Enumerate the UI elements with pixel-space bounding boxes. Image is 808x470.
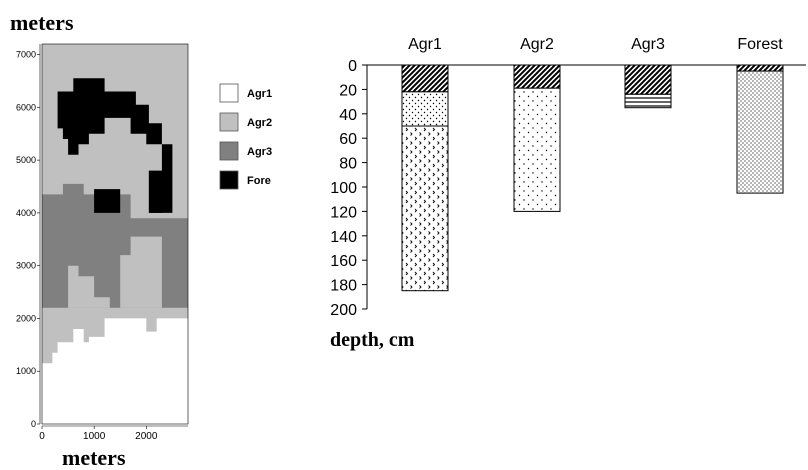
map-y-tick-label: 2000	[16, 313, 36, 323]
soil-layer-agr1-diagonal-hatch	[401, 64, 449, 93]
soil-layer-agr1-fine-dots	[401, 91, 449, 127]
category-label-agr1: Agr1	[408, 36, 442, 53]
map-region-fore-4	[148, 170, 162, 213]
map-frame	[41, 43, 189, 425]
legend-label-agr1: Agr1	[247, 88, 272, 100]
category-label-agr3: Agr3	[631, 36, 665, 53]
legend-swatch-fore	[219, 170, 239, 190]
map-region-fore-3	[94, 189, 121, 213]
map-region-agr2-6	[68, 265, 110, 308]
map-region-fore-2	[57, 78, 173, 213]
map-y-tick-label: 0	[31, 419, 36, 429]
depth-tick-label: 80	[339, 156, 357, 173]
map-x-tick-label: 1000	[83, 431, 106, 442]
category-label-forest: Forest	[737, 36, 783, 53]
map-region-agr2-5	[42, 307, 188, 364]
legend-swatch-agr1	[219, 83, 239, 103]
soil-layer-agr1-chevron-dots	[401, 125, 449, 292]
depth-tick-label: 60	[339, 131, 357, 148]
map-legend: Agr1 Agr2 Agr3 Fore	[219, 83, 272, 190]
depth-tick-label: 20	[339, 82, 357, 99]
legend-label-fore: Fore	[247, 175, 271, 187]
map-x-tick-label: 2000	[135, 431, 158, 442]
depth-chart: 0 20 40 60 80 100 120 140 160 180 200 Agr1 Agr2 Agr3 F…	[330, 36, 806, 319]
category-label-agr2: Agr2	[520, 36, 554, 53]
map-y-tick-label: 3000	[16, 261, 36, 271]
depth-tick-label: 140	[330, 229, 357, 246]
map-y-tick-label: 4000	[16, 208, 36, 218]
map-y-tick-label: 5000	[16, 155, 36, 165]
depth-tick-label: 100	[330, 180, 357, 197]
map-y-tick-label: 6000	[16, 102, 36, 112]
depth-tick-label: 120	[330, 204, 357, 221]
map-y-tick-label: 1000	[16, 366, 36, 376]
soil-layer-agr3-diagonal-hatch	[624, 64, 672, 95]
map-region-agr2-7	[120, 236, 162, 308]
soil-layer-forest-dense-dots	[736, 70, 784, 194]
soil-layer-agr3-horizontal-lines	[624, 93, 672, 109]
map-y-tick-label: 7000	[16, 50, 36, 60]
map-region-agr1-8	[42, 318, 188, 424]
depth-axis-label: depth, cm	[330, 329, 415, 351]
depth-tick-label: 160	[330, 253, 357, 270]
map-title: meters	[10, 10, 74, 35]
map-x-tick-label: 0	[39, 431, 45, 442]
depth-tick-label: 200	[330, 302, 357, 319]
land-use-map: 0 1000 2000 3000 4000 5000 6000 7000 0 1000 2000	[16, 43, 189, 442]
legend-swatch-agr3	[219, 141, 239, 161]
soil-layer-agr2-sparse-dots	[513, 87, 561, 212]
depth-tick-label: 0	[348, 58, 357, 75]
soil-layer-forest-diagonal-hatch	[736, 64, 784, 72]
depth-tick-label: 180	[330, 278, 357, 295]
soil-layer-agr2-diagonal-hatch	[513, 64, 561, 89]
map-x-axis-label: meters	[62, 445, 126, 470]
legend-label-agr3: Agr3	[247, 146, 272, 158]
legend-swatch-agr2	[219, 112, 239, 132]
legend-label-agr2: Agr2	[247, 117, 272, 129]
depth-tick-label: 40	[339, 107, 357, 124]
